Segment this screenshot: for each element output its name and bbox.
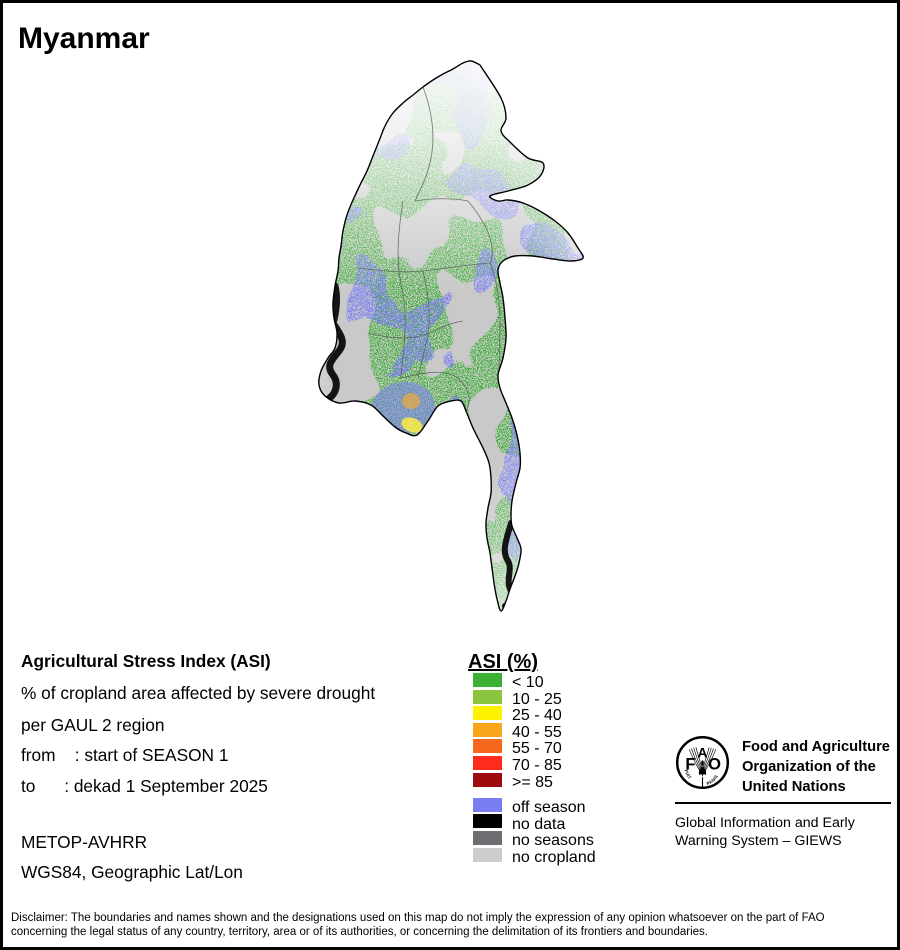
- svg-text:O: O: [708, 756, 721, 774]
- svg-text:A: A: [698, 746, 708, 761]
